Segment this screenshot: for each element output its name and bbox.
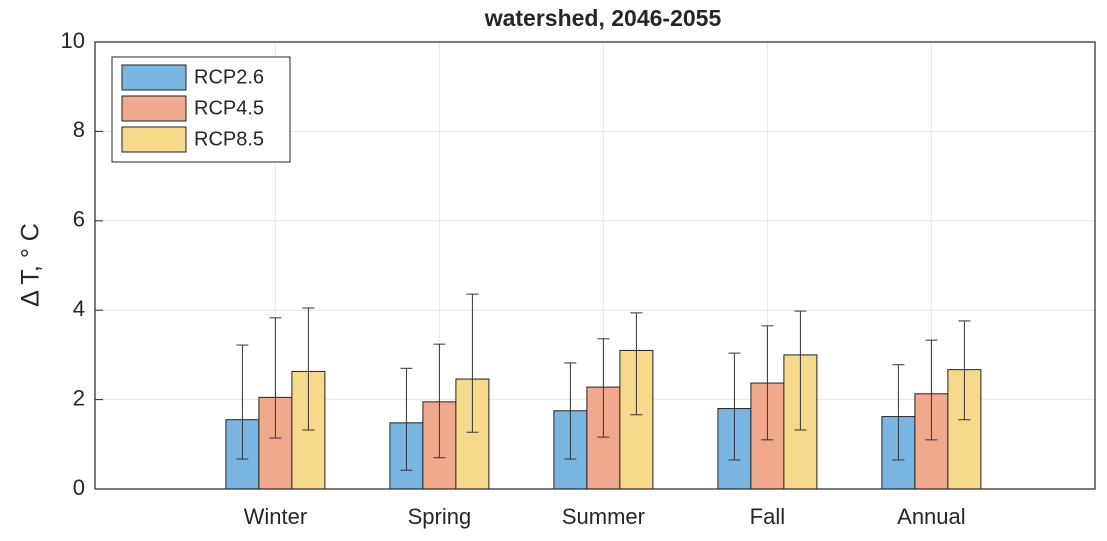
error-bar — [597, 338, 610, 438]
legend-swatch — [121, 126, 187, 153]
legend-label: RCP8.5 — [194, 128, 264, 150]
x-tick-label: Summer — [562, 504, 645, 529]
x-tick-label: Winter — [244, 504, 308, 529]
error-bar — [236, 344, 249, 460]
error-bar — [794, 310, 807, 431]
error-bar — [466, 293, 479, 433]
legend-label: RCP4.5 — [194, 97, 264, 119]
y-axis-label: Δ T, ° C — [17, 223, 45, 307]
y-tick-label: 8 — [73, 117, 85, 142]
error-bar — [958, 320, 971, 421]
error-bar — [400, 367, 413, 471]
y-tick-label: 10 — [61, 28, 85, 53]
error-bar — [728, 352, 741, 461]
error-bar — [269, 317, 282, 439]
error-bar — [925, 339, 938, 441]
axes-box — [94, 41, 1096, 490]
y-tick-label: 4 — [73, 296, 85, 321]
error-bar — [892, 364, 905, 461]
legend-swatch — [121, 64, 187, 91]
error-bar — [564, 362, 577, 460]
y-tick-label: 2 — [73, 385, 85, 410]
y-tick-label: 6 — [73, 207, 85, 232]
error-bar — [761, 325, 774, 441]
error-bar — [630, 312, 643, 416]
error-bar — [302, 307, 315, 431]
x-tick-label: Spring — [408, 504, 472, 529]
y-tick-label: 0 — [73, 475, 85, 500]
error-bar — [433, 343, 446, 459]
x-tick-label: Annual — [897, 504, 966, 529]
legend-label: RCP2.6 — [194, 66, 264, 88]
legend-swatch — [121, 95, 187, 122]
x-tick-label: Fall — [750, 504, 785, 529]
chart-title: watershed, 2046-2055 — [484, 5, 722, 31]
